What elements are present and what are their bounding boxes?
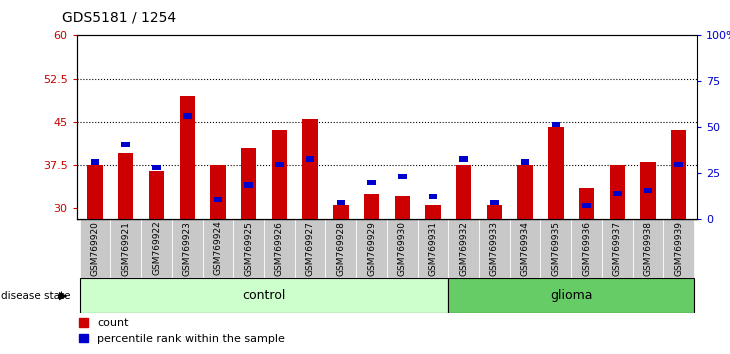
Bar — [644, 188, 653, 193]
Bar — [520, 159, 529, 165]
Bar — [640, 162, 656, 219]
Bar — [675, 162, 683, 167]
Text: GSM769939: GSM769939 — [675, 221, 683, 276]
Text: GSM769923: GSM769923 — [182, 221, 192, 275]
Bar — [172, 219, 203, 278]
Bar — [210, 165, 226, 219]
Text: GDS5181 / 1254: GDS5181 / 1254 — [62, 11, 176, 25]
Bar — [395, 196, 410, 219]
Bar — [275, 162, 284, 167]
Text: GSM769932: GSM769932 — [459, 221, 468, 275]
Bar — [272, 130, 287, 219]
Bar — [183, 113, 191, 119]
Bar — [180, 96, 195, 219]
Bar — [241, 148, 256, 219]
Bar — [518, 165, 533, 219]
Bar — [118, 153, 134, 219]
FancyBboxPatch shape — [448, 278, 694, 313]
Text: GSM769925: GSM769925 — [244, 221, 253, 275]
Bar — [418, 219, 448, 278]
Bar — [80, 219, 110, 278]
Text: GSM769930: GSM769930 — [398, 221, 407, 276]
Bar — [153, 165, 161, 170]
Bar — [426, 205, 441, 219]
Text: GSM769928: GSM769928 — [337, 221, 345, 275]
Text: GSM769922: GSM769922 — [152, 221, 161, 275]
Bar — [333, 205, 348, 219]
Text: GSM769931: GSM769931 — [429, 221, 437, 276]
Bar — [264, 219, 295, 278]
Text: GSM769933: GSM769933 — [490, 221, 499, 276]
Text: GSM769924: GSM769924 — [213, 221, 223, 275]
Bar — [548, 127, 564, 219]
Bar — [490, 200, 499, 205]
Bar — [459, 156, 468, 162]
Text: GSM769938: GSM769938 — [644, 221, 653, 276]
Bar — [302, 119, 318, 219]
Text: GSM769920: GSM769920 — [91, 221, 99, 275]
Bar — [479, 219, 510, 278]
Bar — [306, 156, 315, 162]
Bar — [326, 219, 356, 278]
Bar — [610, 165, 625, 219]
Bar — [510, 219, 540, 278]
Bar — [571, 219, 602, 278]
Bar — [387, 219, 418, 278]
Bar — [583, 202, 591, 208]
Text: GSM769935: GSM769935 — [551, 221, 561, 276]
Bar — [110, 219, 141, 278]
Bar — [633, 219, 664, 278]
Bar — [671, 130, 686, 219]
Bar — [602, 219, 633, 278]
Bar — [203, 219, 234, 278]
Bar — [149, 171, 164, 219]
Bar — [552, 122, 560, 127]
Text: GSM769929: GSM769929 — [367, 221, 376, 275]
Bar — [540, 219, 571, 278]
Text: GSM769934: GSM769934 — [520, 221, 530, 275]
Text: GSM769926: GSM769926 — [275, 221, 284, 275]
Text: GSM769927: GSM769927 — [306, 221, 315, 275]
Bar — [429, 194, 437, 199]
Bar — [88, 165, 103, 219]
FancyBboxPatch shape — [80, 278, 448, 313]
Text: glioma: glioma — [550, 289, 593, 302]
Bar — [337, 200, 345, 205]
Bar — [579, 188, 594, 219]
Text: GSM769936: GSM769936 — [582, 221, 591, 276]
Bar — [245, 182, 253, 188]
Text: control: control — [242, 289, 285, 302]
Bar — [91, 159, 99, 165]
Bar — [398, 174, 407, 179]
Text: GSM769937: GSM769937 — [612, 221, 622, 276]
Bar — [214, 197, 222, 202]
Bar — [487, 205, 502, 219]
Bar — [121, 142, 130, 147]
Text: GSM769921: GSM769921 — [121, 221, 130, 275]
Bar — [141, 219, 172, 278]
Bar — [456, 165, 472, 219]
Bar — [448, 219, 479, 278]
Bar — [364, 194, 379, 219]
Bar — [295, 219, 326, 278]
Bar — [367, 179, 376, 185]
Bar — [356, 219, 387, 278]
Bar — [234, 219, 264, 278]
Text: ▶: ▶ — [58, 291, 67, 301]
Bar — [613, 191, 621, 196]
Bar — [664, 219, 694, 278]
Legend: count, percentile rank within the sample: count, percentile rank within the sample — [75, 314, 290, 348]
Text: disease state: disease state — [1, 291, 71, 301]
